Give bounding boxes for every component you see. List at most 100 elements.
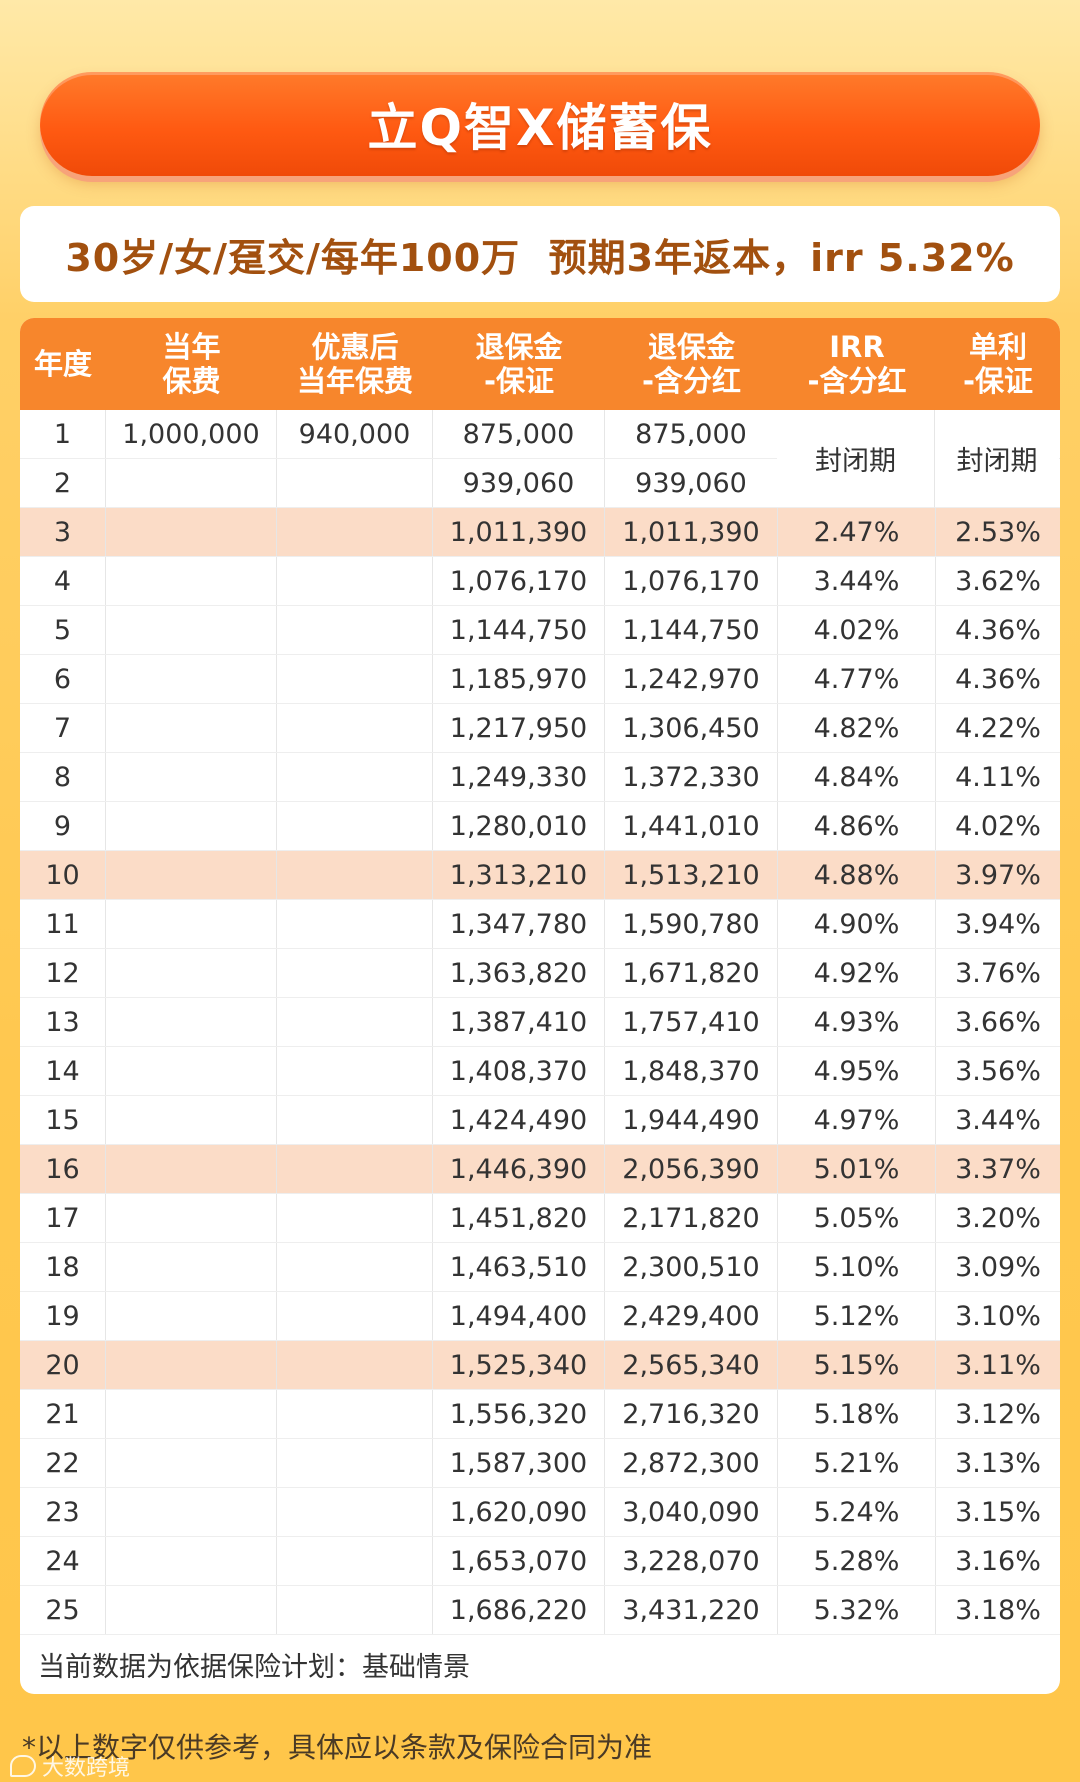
- table-cell: 3.12%: [955, 1398, 1041, 1430]
- table-cell: 1,441,010: [605, 802, 778, 850]
- table-row: 9 1,280,010 1,441,010 4.86% 4.02%: [20, 802, 1060, 851]
- table-cell: 2,872,300: [605, 1439, 778, 1487]
- table-cell: [106, 655, 277, 703]
- table-cell: [106, 1194, 277, 1242]
- table-cell: [106, 998, 277, 1046]
- table-cell: 3.15%: [955, 1496, 1041, 1528]
- table-cell: 1,556,320: [433, 1390, 605, 1438]
- table-row: 23 1,620,090 3,040,090 5.24% 3.15%: [20, 1488, 1060, 1537]
- table-cell: 4.22%: [955, 712, 1041, 744]
- column-header: 退保金 -保证: [475, 330, 563, 398]
- table-cell: 4.84%: [778, 753, 936, 801]
- table-cell: 3: [20, 508, 106, 556]
- table-cell: 23: [20, 1488, 106, 1536]
- table-cell: [277, 900, 433, 948]
- table-cell: 1,671,820: [605, 949, 778, 997]
- table-cell: 1,144,750: [433, 606, 605, 654]
- table-cell: 4.36%: [955, 663, 1041, 695]
- table-cell: [277, 1096, 433, 1144]
- table-cell: 1,011,390: [605, 508, 778, 556]
- table-cell: 12: [20, 949, 106, 997]
- table-cell: [277, 802, 433, 850]
- table-cell: [106, 459, 277, 507]
- table-row: 16 1,446,390 2,056,390 5.01% 3.37%: [20, 1145, 1060, 1194]
- table-cell: 1,620,090: [433, 1488, 605, 1536]
- watermark-text: 大数跨境: [42, 1756, 131, 1781]
- table-cell: 3.97%: [955, 859, 1041, 891]
- table-cell: 3.13%: [955, 1447, 1041, 1479]
- table-cell: 1,217,950: [433, 704, 605, 752]
- table-cell: [277, 557, 433, 605]
- table-cell: [277, 606, 433, 654]
- table-cell: 3.44%: [778, 557, 936, 605]
- table-row: 25 1,686,220 3,431,220 5.32% 3.18%: [20, 1586, 1060, 1635]
- table-cell: [277, 655, 433, 703]
- table-cell: 3.76%: [955, 957, 1041, 989]
- table-cell: 2,429,400: [605, 1292, 778, 1340]
- table-cell: 875,000: [433, 410, 605, 458]
- table-cell: [277, 704, 433, 752]
- table-cell: 18: [20, 1243, 106, 1291]
- table-cell: [106, 900, 277, 948]
- table-row: 17 1,451,820 2,171,820 5.05% 3.20%: [20, 1194, 1060, 1243]
- table-cell: 1,306,450: [605, 704, 778, 752]
- table-cell: 17: [20, 1194, 106, 1242]
- table-cell: 3.10%: [955, 1300, 1041, 1332]
- table-cell: 20: [20, 1341, 106, 1389]
- disclaimer-text: *以上数字仅供参考，具体应以条款及保险合同为准: [22, 1731, 653, 1764]
- table-cell: 25: [20, 1586, 106, 1634]
- table-cell: 5.15%: [778, 1341, 936, 1389]
- table-cell: 3,431,220: [605, 1586, 778, 1634]
- table-cell: 4.95%: [778, 1047, 936, 1095]
- table-cell: 3.20%: [955, 1202, 1041, 1234]
- column-header: 退保金 -含分红: [641, 330, 742, 398]
- table-cell: 3.37%: [955, 1153, 1041, 1185]
- table-cell: [277, 1341, 433, 1389]
- table-cell: 15: [20, 1096, 106, 1144]
- table-cell: [277, 998, 433, 1046]
- table-cell: 1,587,300: [433, 1439, 605, 1487]
- table-cell: 1,242,970: [605, 655, 778, 703]
- table-row: 18 1,463,510 2,300,510 5.10% 3.09%: [20, 1243, 1060, 1292]
- table-cell: [277, 508, 433, 556]
- table-cell: [106, 1145, 277, 1193]
- table-cell: 939,060: [605, 459, 778, 507]
- table-cell: 4.77%: [778, 655, 936, 703]
- table-cell: 1,653,070: [433, 1537, 605, 1585]
- table-cell: 3.11%: [955, 1349, 1041, 1381]
- table-cell: 3.09%: [955, 1251, 1041, 1283]
- table-header: 年度 当年 保费 优惠后 当年保费 退保金 -保证 退保金 -含分红 IRR -含分红 单利…: [20, 318, 1060, 410]
- table-cell: [277, 1439, 433, 1487]
- table-cell: 4: [20, 557, 106, 605]
- table-cell: 1: [20, 410, 106, 458]
- table-row: 12 1,363,820 1,671,820 4.92% 3.76%: [20, 949, 1060, 998]
- table-cell: 5.24%: [778, 1488, 936, 1536]
- table-cell: 5.05%: [778, 1194, 936, 1242]
- summary-card: 30岁/女/趸交/每年100万 预期3年返本，irr 5.32%: [20, 206, 1060, 302]
- watermark-logo-icon: [10, 1755, 36, 1777]
- table-cell: [106, 949, 277, 997]
- table-cell: 1,424,490: [433, 1096, 605, 1144]
- table-cell: [277, 1586, 433, 1634]
- table-cell: 1,525,340: [433, 1341, 605, 1389]
- table-body: 1 1,000,000 940,000 875,000 875,000 2 939,060 9…: [20, 410, 1060, 1635]
- table-cell: 2: [20, 459, 106, 507]
- table-cell: 3.44%: [955, 1104, 1041, 1136]
- table-cell: 4.90%: [778, 900, 936, 948]
- table-cell: [277, 1488, 433, 1536]
- table-cell: 8: [20, 753, 106, 801]
- table-cell: 939,060: [433, 459, 605, 507]
- table-cell: 4.36%: [955, 614, 1041, 646]
- table-cell: 1,451,820: [433, 1194, 605, 1242]
- table-cell: 1,408,370: [433, 1047, 605, 1095]
- table-cell: 2,716,320: [605, 1390, 778, 1438]
- table-row: 20 1,525,340 2,565,340 5.15% 3.11%: [20, 1341, 1060, 1390]
- table-cell: 5.01%: [778, 1145, 936, 1193]
- table-cell: 1,313,210: [433, 851, 605, 899]
- table-cell: 4.86%: [778, 802, 936, 850]
- table-row: 7 1,217,950 1,306,450 4.82% 4.22%: [20, 704, 1060, 753]
- benefit-table: 年度 当年 保费 优惠后 当年保费 退保金 -保证 退保金 -含分红 IRR -含分红 单利…: [20, 318, 1060, 1694]
- table-cell: 19: [20, 1292, 106, 1340]
- table-cell: [106, 1047, 277, 1095]
- table-cell: 1,249,330: [433, 753, 605, 801]
